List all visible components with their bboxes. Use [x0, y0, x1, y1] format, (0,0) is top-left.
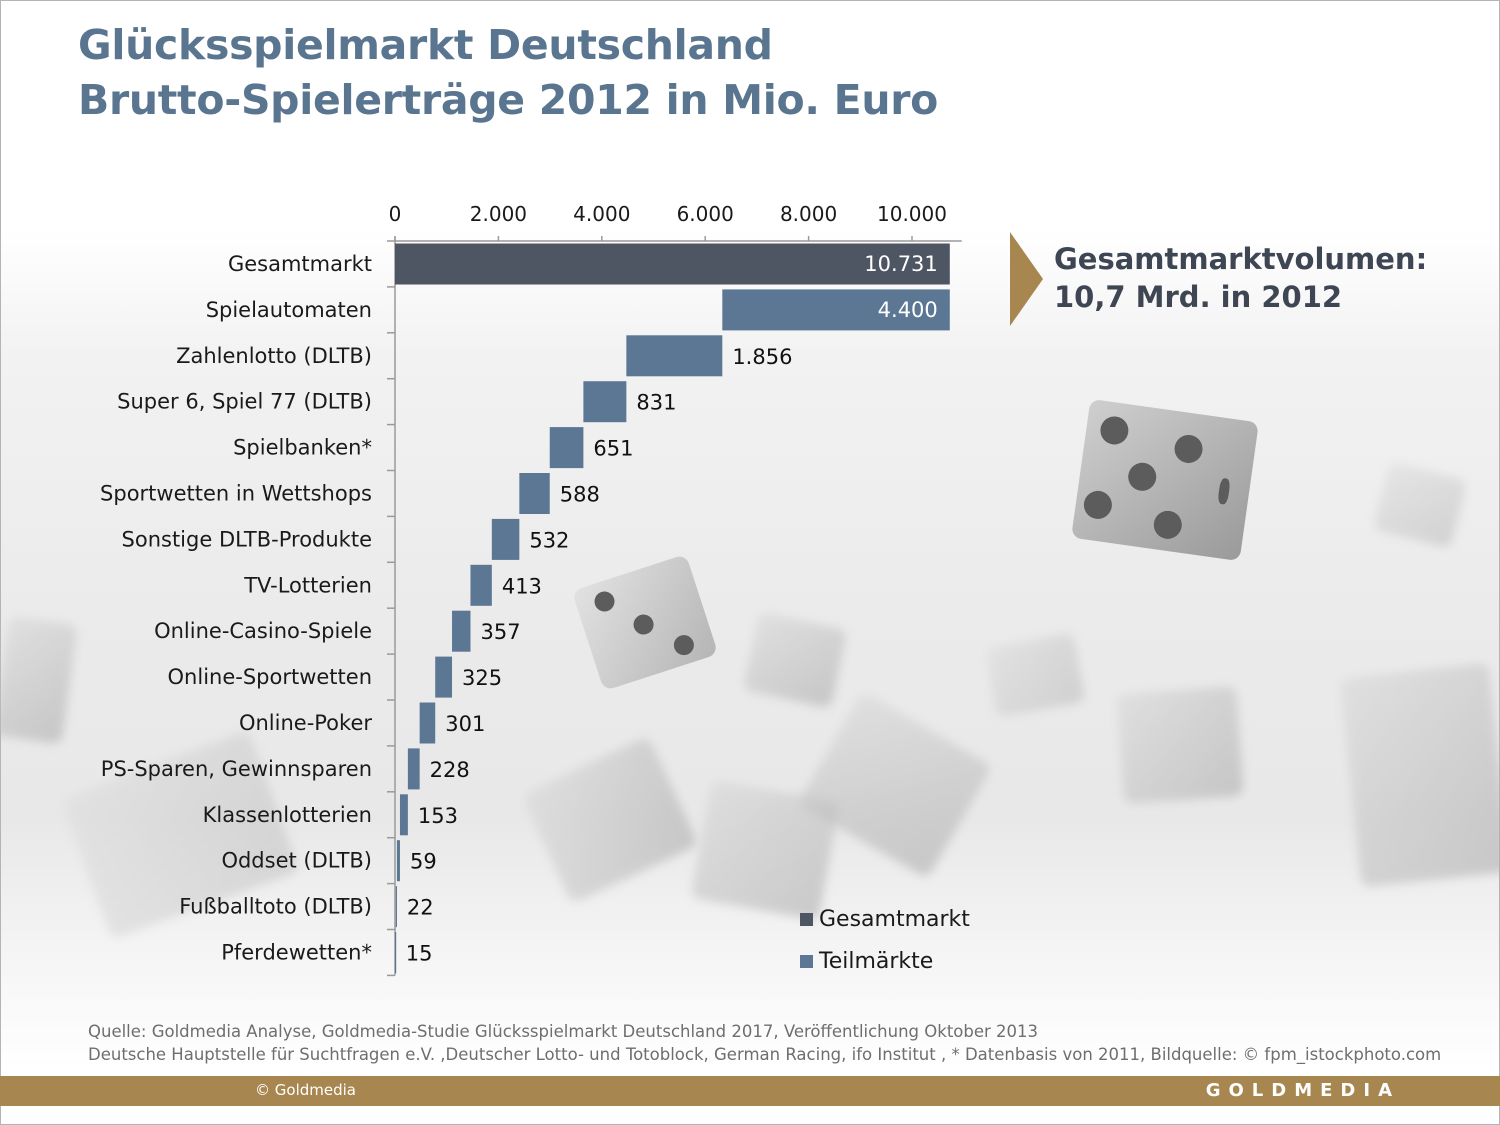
x-tick-label: 10.000 — [877, 202, 947, 226]
category-label: PS-Sparen, Gewinnsparen — [101, 757, 372, 781]
source-line-1: Quelle: Goldmedia Analyse, Goldmedia-Stu… — [88, 1022, 1039, 1041]
value-label: 651 — [593, 437, 633, 461]
bar-teilmarkt — [435, 656, 453, 698]
source-note: Quelle: Goldmedia Analyse, Goldmedia-Stu… — [88, 1020, 1441, 1066]
x-tick-label: 4.000 — [573, 202, 630, 226]
value-label: 357 — [480, 620, 520, 644]
legend-label: Teilmärkte — [819, 948, 934, 974]
value-label: 4.400 — [878, 298, 938, 322]
triangle-arrow-icon — [1010, 232, 1043, 326]
bar-teilmarkt — [395, 932, 397, 973]
legend-swatch-gesamtmarkt — [800, 912, 813, 926]
legend-item-gesamtmarkt: Gesamtmarkt — [800, 898, 970, 940]
value-label: 413 — [502, 574, 542, 598]
bar-teilmarkt — [407, 748, 420, 790]
bar-gesamtmarkt — [395, 243, 950, 285]
source-line-2: Deutsche Hauptstelle für Suchtfragen e.V… — [88, 1045, 1442, 1064]
bar-teilmarkt — [519, 473, 550, 514]
value-label: 59 — [410, 850, 437, 874]
bar-teilmarkt — [399, 794, 408, 836]
value-label: 1.856 — [732, 345, 792, 369]
value-label: 10.731 — [864, 252, 937, 276]
bar-teilmarkt — [395, 886, 397, 928]
x-tick-label: 8.000 — [780, 202, 837, 226]
category-label: TV-Lotterien — [243, 573, 372, 597]
callout-line-2: 10,7 Mrd. in 2012 — [1054, 280, 1343, 314]
brand-logo: GOLDMEDIA — [1205, 1080, 1400, 1101]
x-tick-label: 0 — [389, 202, 402, 226]
value-label: 301 — [445, 712, 485, 736]
bar-teilmarkt — [419, 702, 436, 744]
category-label: Super 6, Spiel 77 (DLTB) — [117, 390, 372, 414]
value-label: 588 — [560, 483, 600, 507]
category-label: Online-Sportwetten — [168, 665, 372, 689]
value-label: 532 — [529, 528, 569, 552]
category-label: Sportwetten in Wettshops — [100, 482, 372, 506]
legend-item-teilmaerkte: Teilmärkte — [800, 940, 970, 982]
callout-line-1: Gesamtmarktvolumen: — [1054, 242, 1428, 276]
bars — [395, 243, 950, 973]
value-label: 15 — [406, 942, 433, 966]
category-label: Sonstige DLTB-Produkte — [122, 527, 372, 551]
legend-label: Gesamtmarkt — [819, 906, 970, 932]
category-label: Online-Poker — [239, 711, 372, 735]
bar-teilmarkt — [583, 381, 627, 423]
category-label: Spielbanken* — [233, 436, 372, 460]
legend: Gesamtmarkt Teilmärkte — [800, 898, 970, 982]
legend-swatch-teilmaerkte — [800, 954, 813, 968]
bar-teilmarkt — [549, 427, 584, 469]
bar-teilmarkt — [452, 610, 471, 652]
category-label: Spielautomaten — [206, 298, 372, 322]
title-line-2: Brutto-Spielerträge 2012 in Mio. Euro — [78, 76, 939, 124]
bar-teilmarkt — [722, 289, 950, 331]
value-label: 22 — [407, 896, 434, 920]
bar-teilmarkt — [626, 335, 723, 377]
value-label: 325 — [462, 666, 502, 690]
category-labels: Gesamtmarkt Spielautomaten Zahlenlotto (DL… — [100, 252, 372, 965]
category-label: Gesamtmarkt — [228, 252, 372, 276]
title-line-1: Glücksspielmarkt Deutschland — [78, 21, 773, 69]
bar-teilmarkt — [470, 564, 492, 606]
value-label: 228 — [430, 758, 470, 782]
x-tick-label: 2.000 — [470, 202, 527, 226]
category-label: Klassenlotterien — [203, 803, 372, 827]
copyright: © Goldmedia — [255, 1081, 356, 1099]
category-label: Fußballtoto (DLTB) — [179, 895, 372, 919]
category-label: Zahlenlotto (DLTB) — [176, 344, 372, 368]
x-axis: 0 2.000 4.000 6.000 8.000 10.000 — [387, 202, 962, 977]
value-label: 831 — [636, 391, 676, 415]
category-label: Online-Casino-Spiele — [154, 619, 372, 643]
value-label: 153 — [418, 804, 458, 828]
bar-teilmarkt — [491, 518, 520, 560]
category-label: Oddset (DLTB) — [221, 849, 372, 873]
page-title: Glücksspielmarkt Deutschland Brutto-Spie… — [78, 18, 938, 128]
bar-teilmarkt — [396, 840, 400, 882]
x-tick-label: 6.000 — [677, 202, 734, 226]
footer-bar: © Goldmedia GOLDMEDIA — [0, 1076, 1500, 1106]
category-label: Pferdewetten* — [221, 941, 372, 965]
